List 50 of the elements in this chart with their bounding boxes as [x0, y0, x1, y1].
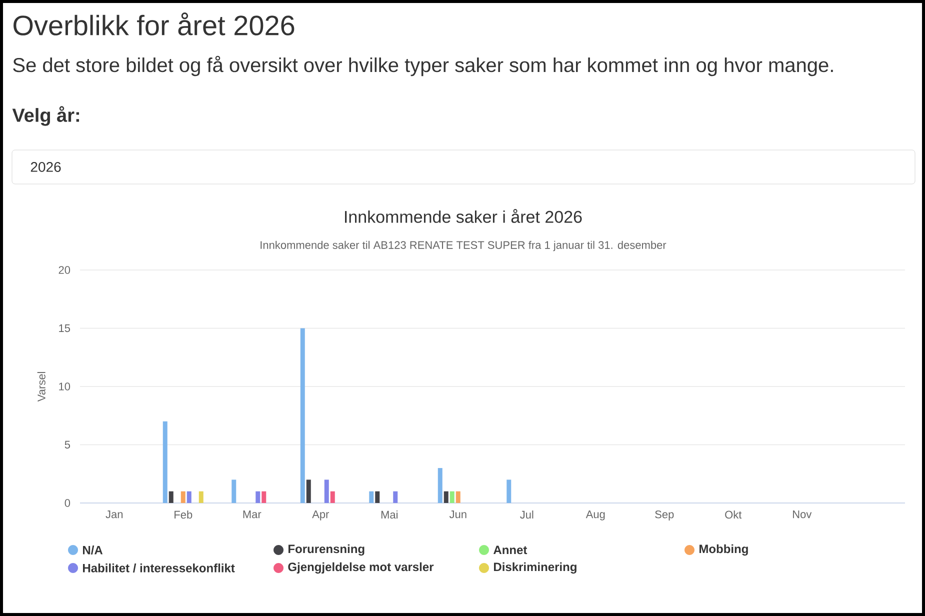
text: Velg år:: [12, 106, 80, 126]
y-tick-label: 10: [59, 382, 70, 390]
bar: [450, 491, 454, 503]
x-tick-label: Mar: [243, 510, 262, 518]
bar: [198, 491, 204, 503]
text: Se det store bildet og få oversikt over hvilke typer saker som har kommet inn og hvor mange.: [13, 56, 833, 76]
x-tick-label: Nov: [793, 510, 812, 518]
bar: [393, 491, 398, 503]
text: 2026: [30, 162, 61, 172]
bar: [456, 491, 460, 503]
chart-title: Innkommende saker i året 2026: [345, 209, 582, 223]
bar: [369, 491, 374, 503]
y-axis-title: Varsel: [37, 372, 46, 402]
bar: [256, 491, 260, 503]
bar: [324, 480, 329, 503]
legend-label: Annet: [494, 546, 528, 554]
chart-subtitle: Innkommende saker til AB123 RENATE TEST SUPER fra 1 januar til 31. desember: [260, 240, 666, 252]
legend-label: N/A: [83, 546, 103, 554]
y-tick-label: 20: [58, 266, 70, 274]
x-tick-label: Jan: [106, 510, 123, 518]
bar: [262, 491, 266, 503]
bar: [186, 491, 192, 503]
text: Overblikk for året 2026: [14, 12, 294, 36]
legend-label: Forurensning: [288, 544, 364, 556]
legend-label: Diskriminering: [494, 562, 576, 574]
bar: [506, 480, 512, 503]
x-tick-label: Jul: [520, 510, 534, 519]
legend-label: Mobbing: [700, 544, 748, 556]
x-tick-label: Feb: [174, 510, 192, 519]
bar: [300, 328, 305, 503]
x-tick-label: Jun: [449, 510, 466, 518]
bar: [330, 491, 335, 503]
bar: [168, 491, 174, 503]
y-tick-label: 15: [59, 324, 70, 332]
x-tick-label: Sep: [655, 510, 674, 520]
y-tick-label: 5: [64, 440, 70, 449]
bar: [375, 491, 380, 503]
bar: [438, 468, 442, 503]
legend-label: Gjengjeldelse mot varsler: [288, 562, 434, 574]
legend-label: Habilitet / interessekonflikt: [83, 564, 235, 572]
y-tick-label: 0: [64, 499, 70, 507]
bar: [444, 491, 448, 503]
bar: [232, 480, 236, 503]
x-tick-label: Aug: [586, 510, 605, 520]
bar: [180, 491, 186, 503]
x-tick-label: Okt: [725, 510, 742, 519]
bar: [162, 421, 168, 503]
x-tick-label: Apr: [312, 510, 330, 520]
bar: [306, 480, 311, 503]
x-tick-label: Mai: [381, 510, 398, 519]
